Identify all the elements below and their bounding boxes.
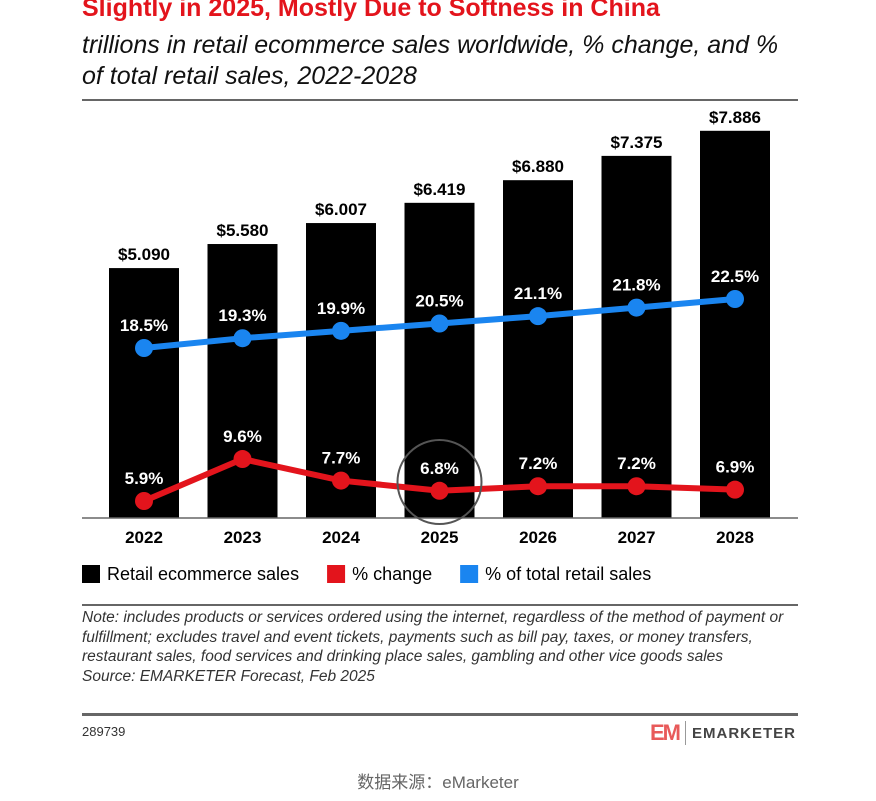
- x-tick-label: 2027: [618, 528, 656, 547]
- caption: 数据来源：eMarketer: [357, 773, 519, 792]
- point-label: 21.8%: [612, 276, 660, 295]
- data-point: [233, 450, 252, 469]
- data-point: [430, 481, 449, 500]
- data-point: [726, 480, 744, 499]
- point-label: 7.2%: [519, 454, 558, 473]
- bar: [404, 202, 475, 519]
- point-label: 7.2%: [617, 454, 656, 473]
- data-point: [332, 321, 350, 340]
- legend-swatch: [82, 565, 100, 583]
- bar: [109, 268, 179, 518]
- chart-id: 289739: [82, 724, 126, 739]
- x-tick-label: 2024: [322, 528, 360, 547]
- divider: [82, 99, 798, 101]
- legend-swatch: [460, 565, 479, 583]
- chart-note: Note: includes products or services orde…: [82, 608, 798, 686]
- point-label: 22.5%: [711, 267, 759, 286]
- point-label: 20.5%: [415, 292, 463, 311]
- data-point: [627, 477, 646, 496]
- bar-label: $6.419: [414, 180, 466, 199]
- point-label: 5.9%: [125, 469, 164, 488]
- divider: [82, 713, 798, 716]
- data-point: [430, 314, 449, 333]
- data-point: [726, 290, 744, 308]
- legend-label: Retail ecommerce sales: [107, 564, 299, 584]
- data-point: [529, 477, 547, 496]
- data-point: [529, 307, 547, 326]
- point-label: 21.1%: [514, 284, 562, 303]
- point-label: 19.3%: [218, 306, 266, 325]
- bar-label: $6.007: [315, 200, 367, 219]
- x-tick-label: 2023: [224, 528, 262, 547]
- bar: [700, 130, 770, 518]
- point-label: 6.9%: [716, 458, 755, 477]
- highlight-circle: [396, 439, 483, 525]
- source-text: Source: EMARKETER Forecast, Feb 2025: [82, 667, 375, 685]
- bar: [601, 155, 672, 518]
- bar-label: $5.090: [118, 245, 170, 264]
- point-label: 19.9%: [317, 299, 365, 318]
- data-point: [135, 339, 153, 357]
- bar-label: $6.880: [512, 157, 564, 176]
- data-point: [332, 471, 350, 490]
- chart: $5.090 $5.580 $6.007 $6.419 $6.880 $7.375 $7.8…: [82, 108, 798, 584]
- point-label: 18.5%: [120, 316, 168, 335]
- x-tick-label: 2028: [716, 528, 754, 547]
- emarketer-logo: EM EMARKETER: [650, 720, 796, 746]
- legend-label: % change: [352, 564, 432, 584]
- data-point: [135, 492, 153, 510]
- bar: [503, 180, 573, 518]
- bar: [306, 223, 376, 518]
- bar-label: $7.375: [611, 133, 663, 152]
- point-label: 6.8%: [420, 459, 459, 478]
- point-label: 7.7%: [322, 449, 361, 468]
- x-tick-label: 2026: [519, 528, 557, 547]
- x-tick-label: 2025: [421, 528, 459, 547]
- bar-label: $5.580: [217, 221, 269, 240]
- note-text: Note: includes products or services orde…: [82, 609, 784, 665]
- data-point: [233, 329, 252, 348]
- legend-swatch: [327, 565, 346, 583]
- bar-label: $7.886: [709, 108, 761, 127]
- divider: [82, 604, 798, 606]
- chart-subtitle: trillions in retail ecommerce sales worl…: [82, 31, 779, 90]
- logo-mark: EM: [650, 720, 681, 745]
- x-tick-label: 2022: [125, 528, 163, 547]
- logo-name: EMARKETER: [692, 724, 797, 742]
- chart-title: Slightly in 2025, Mostly Due to Softness…: [82, 0, 660, 22]
- legend-label: % of total retail sales: [485, 564, 651, 584]
- point-label: 9.6%: [223, 427, 262, 446]
- data-point: [627, 298, 646, 317]
- bar: [207, 244, 278, 518]
